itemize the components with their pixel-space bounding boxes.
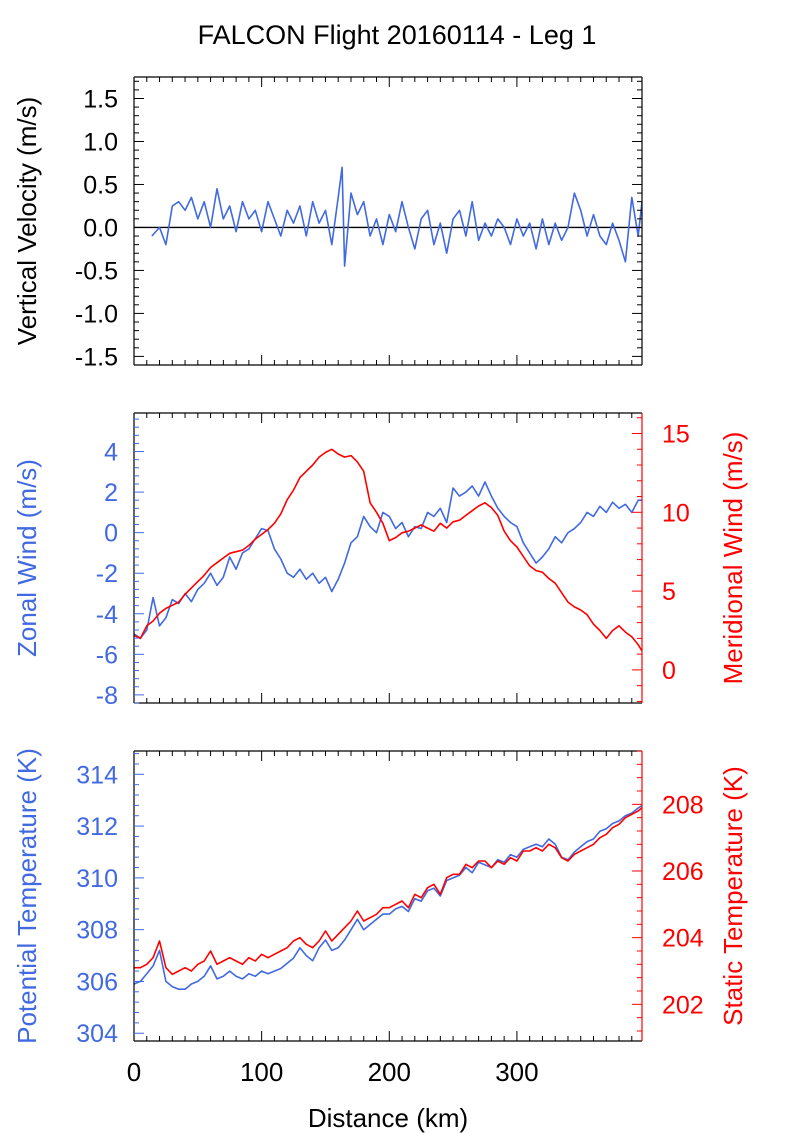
y-tick-label-right: 202 <box>662 991 704 1019</box>
chart-panels: 1.5 1.0 0.5 0.0 -0.5 -1.0 -1.5 Vertical Velocit… <box>12 76 748 1133</box>
series-line-1 <box>134 804 642 990</box>
series-line-1 <box>151 166 642 267</box>
y-tick-label-left: -6 <box>96 641 118 669</box>
y-tick-label-left: 2 <box>104 479 118 507</box>
y-tick-label-right: 10 <box>662 499 690 527</box>
y-tick-label-left: 1.5 <box>83 85 118 113</box>
y-tick-label-left: -2 <box>96 560 118 588</box>
y-tick-label-left: -0.5 <box>75 257 118 285</box>
x-axis-label: Distance (km) <box>308 1103 468 1133</box>
y-tick-label-left: 312 <box>76 813 118 841</box>
y-tick-label-left: -1.0 <box>75 300 118 328</box>
y-axis-label-left: Vertical Velocity (m/s) <box>12 97 42 346</box>
y-tick-label-left: 306 <box>76 968 118 996</box>
panel-3: 314 312 310 308 306 304 208 206 204 202 Potential … <box>12 748 748 1133</box>
series-line-1 <box>134 481 642 639</box>
y-axis-label-left: Zonal Wind (m/s) <box>12 459 42 657</box>
y-tick-label-left: 304 <box>76 1020 118 1048</box>
y-tick-label-right: 0 <box>662 657 676 685</box>
series-line-2 <box>134 448 642 652</box>
y-tick-label-left: 0.0 <box>83 214 118 242</box>
y-tick-label-left: -8 <box>96 682 118 710</box>
x-tick-label: 200 <box>368 1057 411 1087</box>
y-tick-label-right: 204 <box>662 925 704 953</box>
y-axis-label-right: Meridional Wind (m/s) <box>718 432 748 685</box>
x-tick-label: 0 <box>127 1057 141 1087</box>
y-tick-label-left: -4 <box>96 601 118 629</box>
y-tick-label-left: 0.5 <box>83 171 118 199</box>
y-tick-label-left: 310 <box>76 865 118 893</box>
y-tick-label-left: 314 <box>76 761 118 789</box>
panel-2: 4 2 0 -2 -4 -6 -8 15 10 5 0 Zonal Wind (m/s) Meridio… <box>12 412 748 710</box>
series-line-2 <box>134 807 642 976</box>
y-tick-label-left: 308 <box>76 917 118 945</box>
y-tick-label-left: 0 <box>104 520 118 548</box>
y-tick-label-left: 1.0 <box>83 128 118 156</box>
y-tick-label-right: 5 <box>662 578 676 606</box>
y-tick-label-right: 206 <box>662 858 704 886</box>
x-tick-label: 100 <box>240 1057 283 1087</box>
y-axis-label-left: Potential Temperature (K) <box>12 748 42 1044</box>
x-tick-label: 300 <box>495 1057 538 1087</box>
y-tick-label-left: 4 <box>104 439 118 467</box>
figure-title: FALCON Flight 20160114 - Leg 1 <box>198 20 597 50</box>
panel-1: 1.5 1.0 0.5 0.0 -0.5 -1.0 -1.5 Vertical Velocit… <box>12 76 643 371</box>
y-tick-label-left: -1.5 <box>75 343 118 371</box>
y-axis-label-right: Static Temperature (K) <box>718 766 748 1026</box>
y-tick-label-right: 208 <box>662 791 704 819</box>
y-tick-label-right: 15 <box>662 420 690 448</box>
